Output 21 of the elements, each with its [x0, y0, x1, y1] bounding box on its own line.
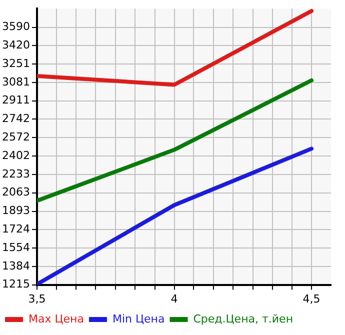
x-tick-label: 4,5 [302, 292, 320, 306]
y-tick-label: 2572 [2, 130, 30, 144]
y-tick-label: 1724 [2, 222, 30, 236]
y-tick-label: 2742 [2, 112, 30, 126]
x-tick-label: 3,5 [28, 292, 46, 306]
legend-label: Max Цена [28, 312, 84, 326]
y-tick-label: 2402 [2, 148, 30, 162]
x-tick-label: 4 [170, 292, 178, 306]
y-tick-label: 3420 [2, 38, 30, 52]
y-tick-label: 2911 [2, 94, 30, 107]
y-tick-label: 1384 [2, 259, 30, 272]
y-tick-label: 2233 [2, 167, 30, 180]
y-tick-label: 1215 [2, 278, 30, 291]
y-tick-label: 3081 [2, 75, 30, 88]
y-tick-label: 3590 [2, 20, 30, 34]
legend-label: Сред.Цена, т.йен [193, 312, 294, 326]
y-tick-label: 1554 [2, 240, 30, 254]
y-tick-label: 1893 [2, 204, 30, 218]
y-tick-label: 2063 [2, 186, 30, 199]
y-tick-label: 3251 [2, 56, 30, 70]
legend-label: Min Цена [112, 312, 165, 326]
